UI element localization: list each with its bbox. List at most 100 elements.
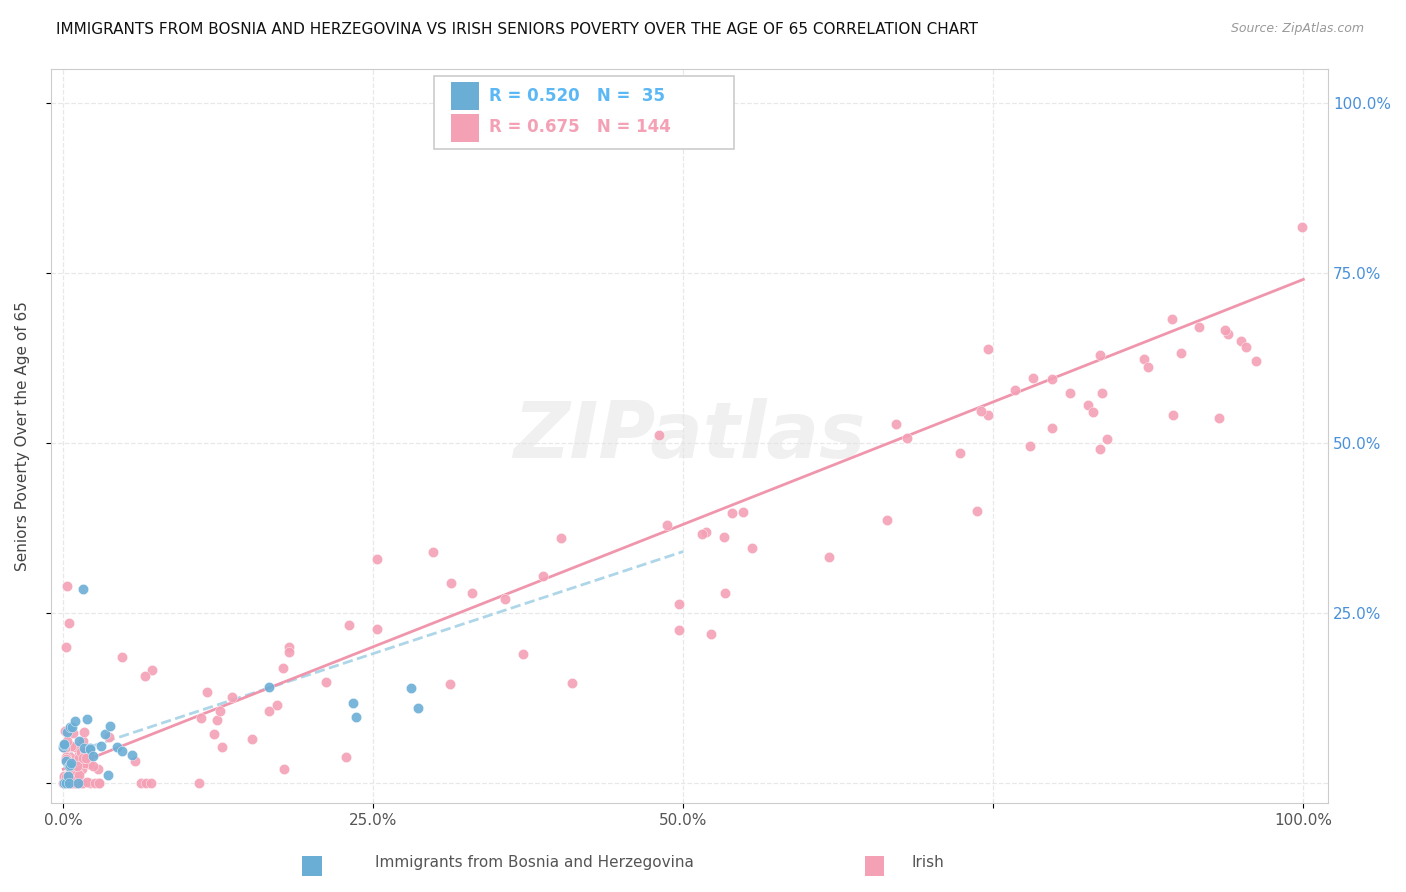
Point xyxy=(55,770,77,784)
Point xyxy=(1091,385,1114,400)
Point xyxy=(1081,405,1104,419)
Text: R = 0.520   N =  35: R = 0.520 N = 35 xyxy=(489,87,665,104)
Point xyxy=(67,751,90,765)
Point xyxy=(970,403,993,417)
Point xyxy=(714,586,737,600)
Point xyxy=(266,698,288,713)
Point xyxy=(561,676,583,690)
Point xyxy=(141,663,163,677)
Point xyxy=(105,739,128,754)
Point xyxy=(59,750,82,764)
Point xyxy=(896,431,918,445)
Point xyxy=(55,749,77,764)
Point xyxy=(1213,323,1236,337)
Point xyxy=(73,756,96,771)
Point xyxy=(62,725,84,739)
Point xyxy=(72,776,94,790)
Point xyxy=(700,627,723,641)
Point xyxy=(190,711,212,725)
Point xyxy=(977,409,1000,423)
Point xyxy=(52,740,75,755)
Point xyxy=(399,681,422,695)
Text: IMMIGRANTS FROM BOSNIA AND HERZEGOVINA VS IRISH SENIORS POVERTY OVER THE AGE OF : IMMIGRANTS FROM BOSNIA AND HERZEGOVINA V… xyxy=(56,22,979,37)
Point xyxy=(98,730,121,744)
Point xyxy=(884,417,907,432)
Point xyxy=(949,446,972,460)
Point xyxy=(531,569,554,583)
Point xyxy=(98,718,121,732)
Point xyxy=(195,684,218,698)
Point xyxy=(52,771,75,785)
Point xyxy=(75,751,97,765)
Point xyxy=(67,776,90,790)
Point xyxy=(111,744,134,758)
Point xyxy=(63,776,86,790)
Point xyxy=(366,551,388,566)
Point xyxy=(208,704,231,718)
Point xyxy=(1040,421,1063,435)
Point xyxy=(439,677,461,691)
Point xyxy=(53,776,76,790)
Point xyxy=(56,769,79,783)
Point xyxy=(1059,386,1081,401)
Point xyxy=(59,760,82,774)
Point xyxy=(75,744,97,758)
Point xyxy=(60,776,83,790)
Point xyxy=(58,776,80,790)
Point xyxy=(65,776,87,790)
Point xyxy=(73,725,96,739)
Point xyxy=(1097,432,1119,446)
Point xyxy=(202,727,225,741)
Point xyxy=(211,739,233,754)
Text: R = 0.675   N = 144: R = 0.675 N = 144 xyxy=(489,119,671,136)
Point xyxy=(56,776,79,790)
Point xyxy=(111,649,134,664)
Point xyxy=(134,668,156,682)
Point xyxy=(1077,398,1099,412)
Point xyxy=(56,578,79,592)
Point xyxy=(221,690,243,705)
Point xyxy=(70,745,93,759)
Point xyxy=(648,428,671,442)
Point xyxy=(87,776,110,790)
Point xyxy=(1004,384,1026,398)
Point xyxy=(1188,319,1211,334)
Text: Irish: Irish xyxy=(911,855,945,870)
Point xyxy=(67,733,90,747)
Point xyxy=(741,541,763,556)
Point xyxy=(259,704,281,718)
Point xyxy=(129,776,152,790)
Point xyxy=(87,776,110,790)
Point xyxy=(335,749,357,764)
Point xyxy=(59,763,82,777)
Point xyxy=(141,776,163,790)
Point xyxy=(63,771,86,785)
Point xyxy=(97,768,120,782)
Point xyxy=(62,763,84,777)
Point xyxy=(52,738,75,752)
Point xyxy=(59,773,82,788)
Point xyxy=(90,739,112,753)
Point xyxy=(205,713,228,727)
Point xyxy=(66,759,89,773)
Point xyxy=(55,725,77,739)
Point xyxy=(52,769,75,783)
Point xyxy=(315,674,337,689)
Point xyxy=(817,550,839,565)
Point xyxy=(1022,371,1045,385)
FancyBboxPatch shape xyxy=(434,76,734,149)
Point xyxy=(344,710,367,724)
Point xyxy=(1161,409,1184,423)
Point xyxy=(690,526,713,541)
Point xyxy=(66,765,89,780)
Point xyxy=(876,513,898,527)
Point xyxy=(63,714,86,728)
Point xyxy=(1291,220,1313,235)
Point xyxy=(1133,351,1156,366)
Point xyxy=(1040,372,1063,386)
Point xyxy=(79,776,101,790)
Point xyxy=(87,762,110,776)
Point xyxy=(273,762,295,776)
Point xyxy=(657,517,679,532)
Point xyxy=(55,776,77,790)
